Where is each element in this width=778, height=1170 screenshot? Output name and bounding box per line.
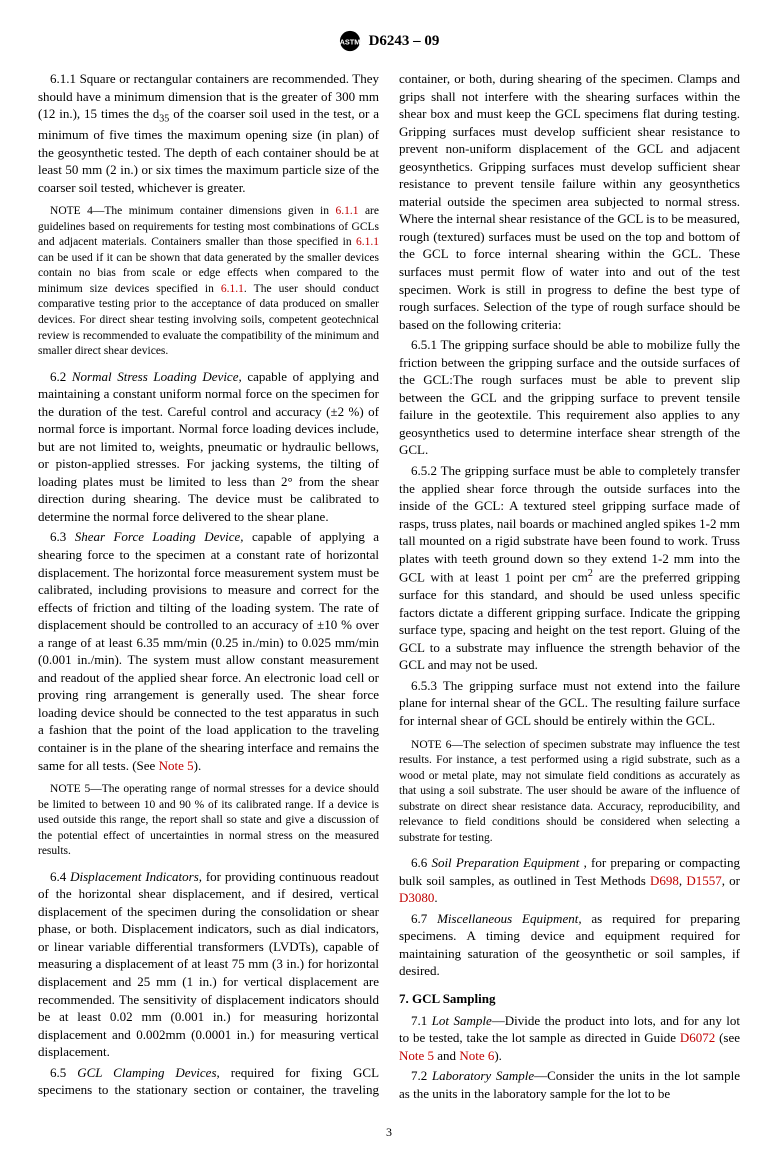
link-d698[interactable]: D698: [650, 873, 679, 888]
link-d1557[interactable]: D1557: [686, 873, 721, 888]
body-columns: 6.1.1 Square or rectangular containers a…: [38, 70, 740, 1102]
link-note-6[interactable]: Note 6: [459, 1048, 494, 1063]
para-6-5-2: 6.5.2 The gripping surface must be able …: [399, 462, 740, 674]
link-d3080[interactable]: D3080: [399, 890, 434, 905]
note-6: NOTE 6—The selection of specimen substra…: [399, 738, 740, 847]
link-note-5-b[interactable]: Note 5: [399, 1048, 434, 1063]
astm-logo-icon: ASTM: [339, 30, 361, 52]
link-6-1-1-c[interactable]: 6.1.1: [221, 283, 244, 295]
para-7-1: 7.1 Lot Sample—Divide the product into l…: [399, 1012, 740, 1065]
para-6-5-3: 6.5.3 The gripping surface must not exte…: [399, 677, 740, 730]
svg-text:ASTM: ASTM: [339, 38, 360, 47]
para-6-7: 6.7 Miscellaneous Equipment, as required…: [399, 910, 740, 980]
link-note-5-a[interactable]: Note 5: [159, 758, 194, 773]
para-6-2: 6.2 Normal Stress Loading Device, capabl…: [38, 368, 379, 526]
section-7-title: 7. GCL Sampling: [399, 990, 740, 1008]
link-d6072[interactable]: D6072: [680, 1030, 715, 1045]
link-6-1-1-b[interactable]: 6.1.1: [356, 236, 379, 248]
link-6-1-1-a[interactable]: 6.1.1: [335, 205, 358, 217]
note-4: NOTE 4—The minimum container dimensions …: [38, 204, 379, 359]
para-6-5-1: 6.5.1 The gripping surface should be abl…: [399, 336, 740, 459]
note-5: NOTE 5—The operating range of normal str…: [38, 782, 379, 860]
para-6-3: 6.3 Shear Force Loading Device, capable …: [38, 528, 379, 774]
standard-number: D6243 – 09: [369, 31, 440, 51]
page-header: ASTM D6243 – 09: [38, 30, 740, 52]
para-6-1-1: 6.1.1 Square or rectangular containers a…: [38, 70, 379, 196]
para-6-6: 6.6 Soil Preparation Equipment , for pre…: [399, 854, 740, 907]
page-number: 3: [38, 1124, 740, 1140]
para-6-4: 6.4 Displacement Indicators, for providi…: [38, 868, 379, 1061]
para-7-2: 7.2 Laboratory Sample—Consider the units…: [399, 1067, 740, 1102]
